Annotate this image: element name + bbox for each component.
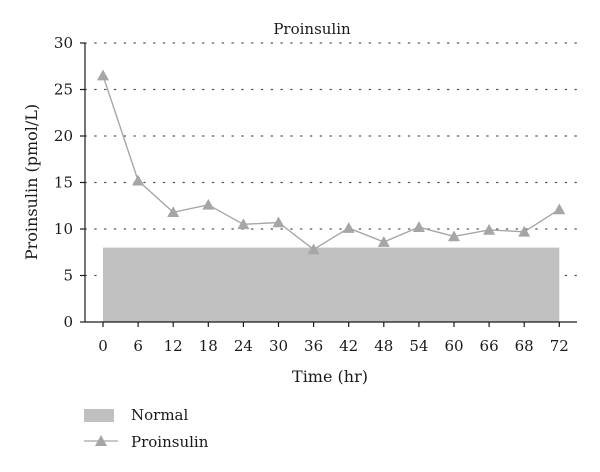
y-tick-label-0: 0 xyxy=(63,313,73,331)
legend-label-normal: Normal xyxy=(131,406,188,424)
axes xyxy=(80,42,577,327)
x-tick-label-0: 0 xyxy=(98,337,108,355)
proinsulin-point-54 xyxy=(412,221,425,232)
y-tick-labels: 0 5 10 15 20 25 30 xyxy=(54,34,73,331)
x-tick-label-42: 42 xyxy=(339,337,358,355)
proinsulin-point-30 xyxy=(272,216,285,228)
proinsulin-point-60 xyxy=(448,230,460,242)
x-tick-label-18: 18 xyxy=(199,337,218,355)
x-tick-labels: 0 6 12 18 24 30 36 42 48 54 60 66 68 72 xyxy=(98,337,569,355)
x-tick-label-36: 36 xyxy=(304,337,323,355)
x-tick-label-54: 54 xyxy=(409,337,428,355)
y-tick-label-30: 30 xyxy=(54,34,73,52)
proinsulin-point-12 xyxy=(167,206,180,218)
x-tick-label-24: 24 xyxy=(234,337,253,355)
y-tick-label-25: 25 xyxy=(54,81,73,99)
normal-area-layer xyxy=(103,247,560,322)
x-tick-label-30: 30 xyxy=(269,337,288,355)
proinsulin-point-6 xyxy=(132,174,145,186)
y-tick-label-20: 20 xyxy=(54,127,73,145)
proinsulin-point-48 xyxy=(377,236,390,247)
x-axis-label: Time (hr) xyxy=(292,367,368,386)
x-tick-label-72: 72 xyxy=(550,337,569,355)
grid-lines xyxy=(84,42,578,277)
proinsulin-point-0 xyxy=(97,69,109,81)
proinsulin-series-line xyxy=(102,75,560,251)
x-tick-label-60: 60 xyxy=(444,337,463,355)
proinsulin-point-68 xyxy=(518,225,531,237)
x-tick-label-66: 66 xyxy=(480,337,499,355)
x-tick-label-48: 48 xyxy=(374,337,393,355)
legend-label-proinsulin: Proinsulin xyxy=(131,433,209,451)
legend-swatch-normal xyxy=(84,409,114,422)
proinsulin-line-layer xyxy=(97,69,566,255)
chart-title: Proinsulin xyxy=(273,20,351,38)
y-tick-label-15: 15 xyxy=(54,174,73,192)
proinsulin-point-18 xyxy=(202,198,215,210)
proinsulin-point-42 xyxy=(342,222,355,233)
y-tick-label-10: 10 xyxy=(54,220,73,238)
proinsulin-point-24 xyxy=(237,218,250,230)
y-axis-label: Proinsulin (pmol/L) xyxy=(22,104,41,260)
legend: Normal Proinsulin xyxy=(84,406,209,451)
proinsulin-point-66 xyxy=(483,223,496,235)
proinsulin-point-36 xyxy=(307,243,320,255)
proinsulin-point-72 xyxy=(553,203,566,215)
legend-marker-proinsulin xyxy=(95,435,107,446)
y-tick-label-5: 5 xyxy=(63,267,73,285)
x-tick-label-12: 12 xyxy=(164,337,183,355)
x-tick-label-6: 6 xyxy=(133,337,143,355)
normal-range-area xyxy=(103,247,560,322)
x-tick-label-68: 68 xyxy=(515,337,534,355)
